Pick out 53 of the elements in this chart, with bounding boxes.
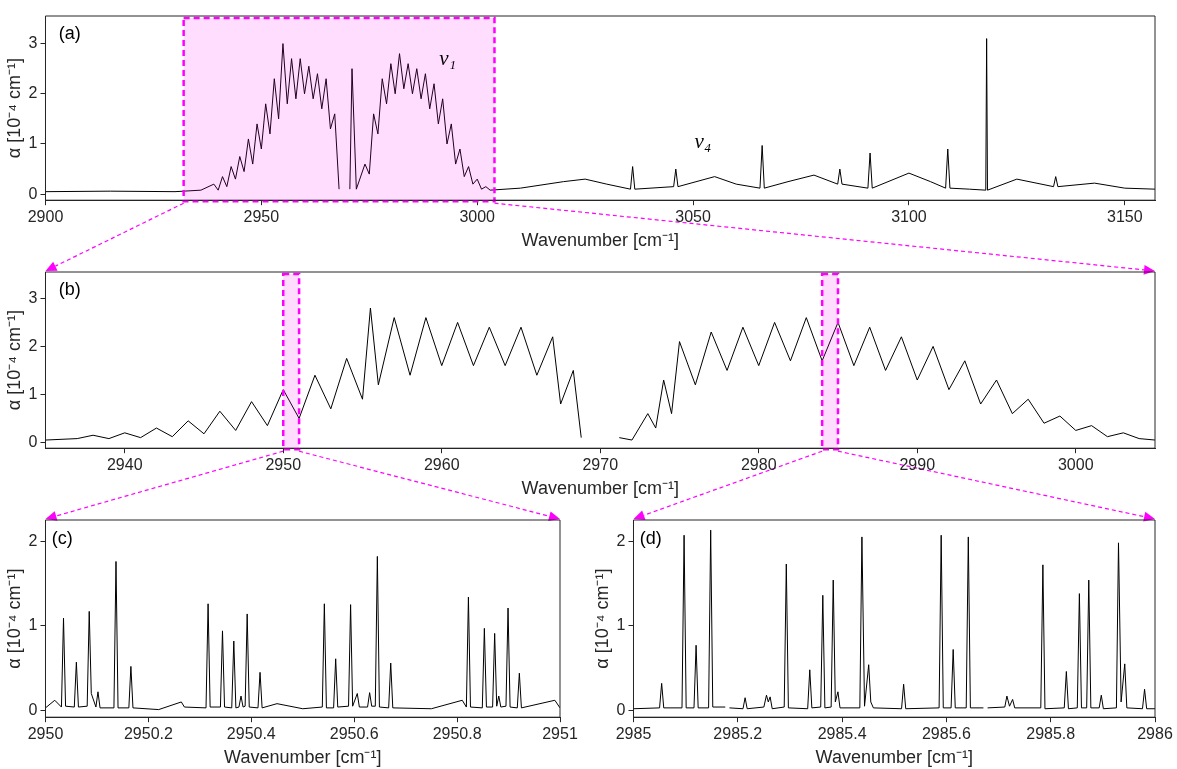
- annotation: ν₄: [694, 129, 712, 154]
- y-axis-title: α [10⁻⁴ cm⁻¹]: [3, 310, 24, 411]
- x-tick-label: 2940: [106, 456, 143, 474]
- y-axis-title: α [10⁻⁴ cm⁻¹]: [3, 568, 24, 669]
- y-tick-label: 0: [28, 184, 38, 202]
- x-tick-label: 2950.6: [329, 725, 379, 743]
- x-axis-title: Wavenumber [cm⁻¹]: [224, 747, 382, 768]
- x-tick-label: 2950: [27, 725, 64, 743]
- y-tick-label: 1: [28, 616, 38, 634]
- x-axis-title: Wavenumber [cm⁻¹]: [815, 747, 973, 768]
- x-tick-label: 3000: [459, 208, 496, 226]
- y-tick-label: 3: [28, 34, 38, 52]
- x-tick-label: 3150: [1106, 208, 1143, 226]
- x-tick-label: 3000: [1057, 456, 1094, 474]
- y-tick-label: 1: [28, 134, 38, 152]
- y-tick-label: 1: [28, 384, 38, 402]
- y-tick-label: 2: [28, 336, 38, 354]
- x-tick-label: 2980: [740, 456, 777, 474]
- y-tick-label: 0: [28, 432, 38, 450]
- y-tick-label: 2: [28, 84, 38, 102]
- x-tick-label: 3100: [891, 208, 927, 226]
- y-tick-label: 1: [616, 616, 626, 634]
- x-tick-label: 2900: [27, 208, 64, 226]
- y-tick-label: 2: [28, 531, 38, 549]
- y-axis-title: α [10⁻⁴ cm⁻¹]: [3, 58, 24, 159]
- y-tick-label: 0: [616, 700, 626, 718]
- x-axis-title: Wavenumber [cm⁻¹]: [521, 478, 679, 499]
- x-tick-label: 2970: [582, 456, 619, 474]
- x-tick-label: 2990: [899, 456, 936, 474]
- x-tick-label: 2985.8: [1026, 725, 1076, 743]
- y-tick-label: 0: [28, 700, 38, 718]
- annotation: (d): [639, 527, 662, 548]
- x-tick-label: 2960: [423, 456, 460, 474]
- x-tick-label: 2950.4: [226, 725, 276, 743]
- annotation: (c): [51, 527, 73, 548]
- x-tick-label: 3050: [675, 208, 711, 226]
- x-tick-label: 2986: [1137, 725, 1173, 743]
- x-tick-label: 2985: [615, 725, 652, 743]
- x-tick-label: 2950: [265, 456, 302, 474]
- x-tick-label: 2985.6: [921, 725, 971, 743]
- x-tick-label: 2985.4: [817, 725, 867, 743]
- annotation: (a): [58, 23, 81, 44]
- x-tick-label: 2950.2: [123, 725, 173, 743]
- x-axis-title: Wavenumber [cm⁻¹]: [521, 230, 679, 251]
- x-tick-label: 2950: [243, 208, 280, 226]
- x-tick-label: 2985.2: [713, 725, 763, 743]
- annotation: ν₁: [439, 46, 456, 71]
- y-tick-label: 3: [28, 288, 38, 306]
- x-tick-label: 2950.8: [432, 725, 482, 743]
- annotation: (b): [58, 278, 81, 299]
- x-tick-label: 2951: [542, 725, 578, 743]
- y-tick-label: 2: [616, 531, 626, 549]
- y-axis-title: α [10⁻⁴ cm⁻¹]: [591, 568, 612, 669]
